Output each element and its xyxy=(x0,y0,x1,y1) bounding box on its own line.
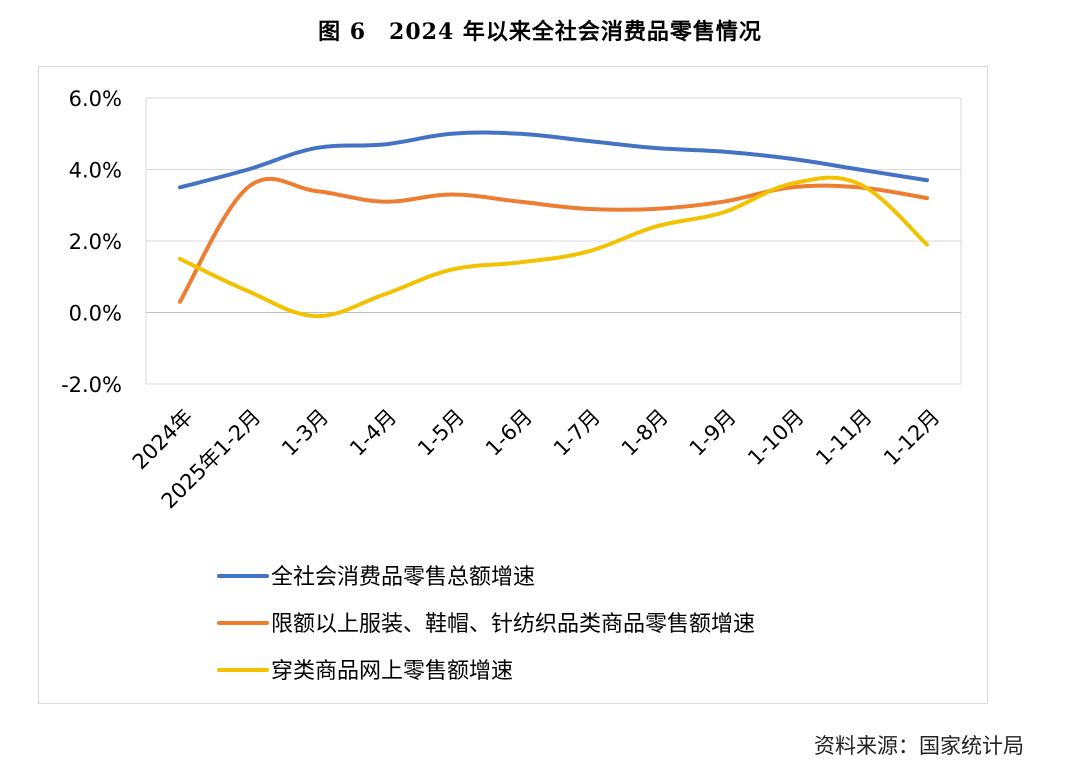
series-line-2 xyxy=(177,176,930,304)
y-tick-label: 0.0% xyxy=(69,302,122,326)
x-tick-label: 1-4月 xyxy=(345,405,401,461)
x-tick-label: 1-3月 xyxy=(277,405,333,461)
series-layer xyxy=(177,130,930,319)
x-tick-label: 1-9月 xyxy=(685,405,741,461)
x-tick-label: 1-6月 xyxy=(481,405,537,461)
y-axis-ticks: -2.0% 0.0% 2.0% 4.0% 6.0% xyxy=(61,87,122,397)
series-line-1 xyxy=(177,130,930,190)
y-tick-label: 2.0% xyxy=(69,230,122,254)
x-tick-label: 1-5月 xyxy=(413,405,469,461)
series-line-3 xyxy=(177,175,930,319)
y-tick-label: 4.0% xyxy=(69,159,122,183)
chart-container: -2.0% 0.0% 2.0% 4.0% 6.0% 2024年 2025年1-2月 1-3月… xyxy=(38,66,988,704)
x-tick-label: 1-11月 xyxy=(811,405,877,471)
x-tick-label: 1-10月 xyxy=(743,405,809,471)
figure-title: 图 6 2024 年以来全社会消费品零售情况 xyxy=(318,19,762,45)
source-note: 资料来源：国家统计局 xyxy=(814,734,1024,758)
grid-layer xyxy=(145,97,962,385)
x-tick-label: 1-8月 xyxy=(617,405,673,461)
legend-label-1: 全社会消费品零售总额增速 xyxy=(271,565,535,590)
x-tick-label: 1-12月 xyxy=(879,405,945,471)
legend-label-2: 限额以上服装、鞋帽、针纺织品类商品零售额增速 xyxy=(271,612,755,637)
legend-label-3: 穿类商品网上零售额增速 xyxy=(271,659,513,684)
x-tick-label: 2024年 xyxy=(128,405,198,475)
legend: 全社会消费品零售总额增速限额以上服装、鞋帽、针纺织品类商品零售额增速穿类商品网上… xyxy=(217,565,755,684)
x-tick-label: 1-7月 xyxy=(549,405,605,461)
y-tick-label: 6.0% xyxy=(69,87,122,111)
y-tick-label: -2.0% xyxy=(61,373,122,397)
